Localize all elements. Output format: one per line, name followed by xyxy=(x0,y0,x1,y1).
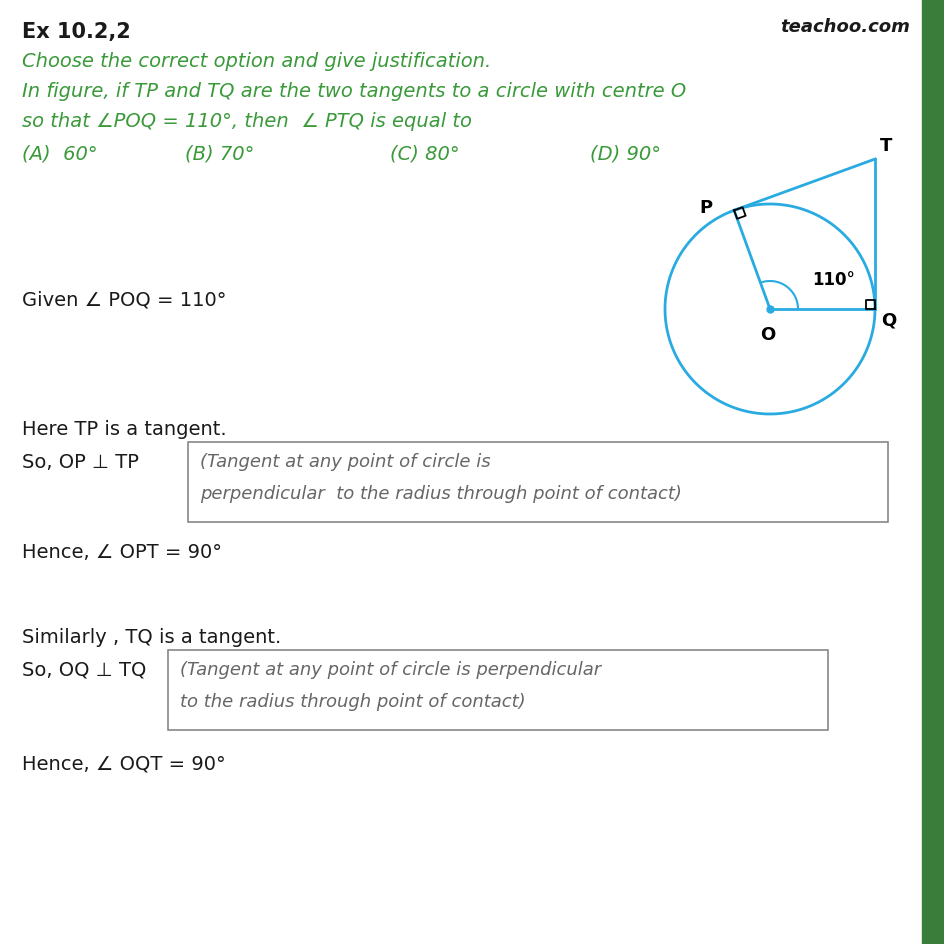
Text: teachoo.com: teachoo.com xyxy=(780,18,909,36)
Text: Hence, ∠ OQT = 90°: Hence, ∠ OQT = 90° xyxy=(22,754,226,773)
Text: (Tangent at any point of circle is perpendicular: (Tangent at any point of circle is perpe… xyxy=(179,660,600,679)
Text: In figure, if TP and TQ are the two tangents to a circle with centre O: In figure, if TP and TQ are the two tang… xyxy=(22,82,685,101)
Text: Given ∠ POQ = 110°: Given ∠ POQ = 110° xyxy=(22,290,227,309)
Text: (B) 70°: (B) 70° xyxy=(185,144,254,164)
Bar xyxy=(921,0,944,944)
Text: So, OP ⊥ TP: So, OP ⊥ TP xyxy=(22,452,139,471)
Text: T: T xyxy=(879,137,891,155)
Text: so that ∠POQ = 110°, then  ∠ PTQ is equal to: so that ∠POQ = 110°, then ∠ PTQ is equal… xyxy=(22,112,471,131)
Text: (C) 80°: (C) 80° xyxy=(390,144,459,164)
Text: perpendicular  to the radius through point of contact): perpendicular to the radius through poin… xyxy=(200,484,682,502)
Text: Q: Q xyxy=(880,312,895,329)
Text: O: O xyxy=(760,326,775,344)
Text: Ex 10.2,2: Ex 10.2,2 xyxy=(22,22,130,42)
Text: Hence, ∠ OPT = 90°: Hence, ∠ OPT = 90° xyxy=(22,543,222,562)
Text: Choose the correct option and give justification.: Choose the correct option and give justi… xyxy=(22,52,491,71)
Text: P: P xyxy=(699,199,712,217)
Text: So, OQ ⊥ TQ: So, OQ ⊥ TQ xyxy=(22,660,146,680)
Text: (Tangent at any point of circle is: (Tangent at any point of circle is xyxy=(200,452,490,470)
Bar xyxy=(168,650,827,731)
Text: (A)  60°: (A) 60° xyxy=(22,144,97,164)
Text: 110°: 110° xyxy=(811,271,854,289)
Bar xyxy=(188,443,887,522)
Text: to the radius through point of contact): to the radius through point of contact) xyxy=(179,692,525,710)
Text: (D) 90°: (D) 90° xyxy=(589,144,660,164)
Text: Here TP is a tangent.: Here TP is a tangent. xyxy=(22,419,227,439)
Text: Similarly , TQ is a tangent.: Similarly , TQ is a tangent. xyxy=(22,628,281,647)
